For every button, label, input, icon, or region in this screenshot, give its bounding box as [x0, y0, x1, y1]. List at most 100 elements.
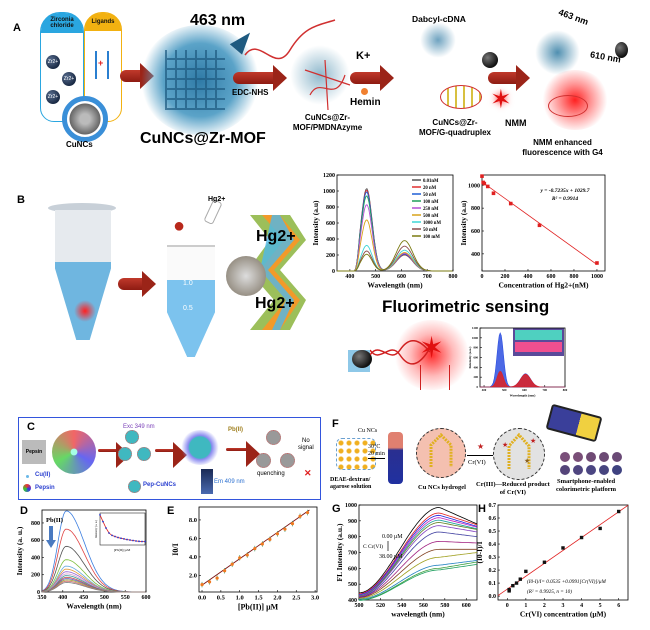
- data-point: [238, 556, 242, 560]
- panel-c-label: C: [27, 421, 35, 433]
- spectrum-line: [358, 519, 478, 596]
- pmdnazyme-label: CuNCs@Zr- MOF/PMDNAzyme: [292, 113, 363, 132]
- tube-cap-icon: [48, 203, 116, 213]
- y-tick-label: 200: [31, 573, 40, 579]
- annotation-end: 38.00 μM: [379, 554, 403, 560]
- pb-label: Pb(II): [228, 427, 243, 433]
- inset-point: [141, 540, 143, 543]
- x-tick-label: 400: [523, 274, 532, 280]
- x-tick-label: 500: [371, 274, 380, 280]
- hg-small-label: Hg2+: [208, 196, 226, 203]
- x-tick-label: 540: [397, 603, 406, 609]
- inset-point: [120, 537, 122, 540]
- y-tick-label: 700: [348, 551, 357, 557]
- x-tick-label: 3: [562, 603, 565, 609]
- data-point: [275, 532, 280, 536]
- cu-mof-icon: [535, 30, 580, 75]
- inset-frame: [99, 512, 146, 546]
- data-point: [485, 184, 490, 189]
- color-dot: [612, 452, 622, 462]
- data-point: [579, 535, 584, 540]
- y-tick-label: 400: [31, 555, 40, 561]
- panel-e-label: E: [167, 505, 175, 517]
- panel-a-label: A: [13, 22, 21, 34]
- sensing-title: Fluorimetric sensing: [382, 297, 550, 316]
- spectrum-line: [358, 506, 478, 594]
- inset-point: [105, 527, 107, 529]
- data-point: [514, 581, 519, 585]
- x-tick-label: 5: [599, 603, 602, 609]
- ligand-bar-icon: [107, 51, 109, 79]
- spectrum-line: [337, 240, 453, 272]
- data-point: [245, 553, 249, 557]
- inset-point: [114, 535, 116, 538]
- zr-ion-icon: Zr2+: [46, 90, 60, 104]
- fit-equation: (I0-I)/I= 0.0535 +0.0991[Cr(VI)]/μM: [527, 578, 606, 585]
- chart-d: 350 400 450 500 550 600 0 200 400 600 800 Wavelengt…: [15, 509, 151, 611]
- legend-label: 1000 nM: [423, 221, 441, 226]
- pink-cuvette: [515, 342, 562, 352]
- y-tick-label: 800: [471, 206, 480, 212]
- x-tick-label: 1000: [591, 274, 603, 280]
- plot-frame: [198, 506, 318, 593]
- y-tick-label: 0: [332, 269, 335, 275]
- y-axis-label: Intensity (a.u): [459, 200, 468, 246]
- data-point: [524, 569, 528, 574]
- dabcyl-quencher-icon: [482, 52, 498, 68]
- legend-label: 0.01nM: [423, 179, 439, 184]
- x-tick-label: 0: [506, 603, 509, 609]
- y-tick-label: 400: [471, 252, 480, 258]
- spectrum-line: [358, 531, 478, 598]
- panel-d-label: D: [20, 505, 28, 517]
- inset-y-label: Intensity (a. u.): [94, 520, 98, 538]
- pepsin-legend-icon: [23, 484, 31, 492]
- inset-fit-line: [99, 514, 145, 542]
- chart-b2: 0 200 400 600 800 10004006008001000Concentrat…: [459, 174, 606, 290]
- zirconia-label: Zirconia chloride: [41, 13, 83, 33]
- data-point: [518, 577, 522, 581]
- spectrum-line: [358, 561, 478, 601]
- y-tick-label: 400: [474, 365, 479, 369]
- svg-text:★: ★: [530, 437, 536, 445]
- y-tick-label: 2.0: [189, 573, 197, 580]
- chart-h: 0 1 2 3 4 5 6 0.0 0.1 0.2 0.3 0.4 0.5 0.6 0.7 Cr(VI) co…: [475, 503, 629, 619]
- solution-label: DEAE-dextran/ agarose solution: [330, 477, 372, 490]
- excitation-label: Exc 349 nm: [123, 424, 155, 430]
- y-tick-label: 0.5: [489, 529, 497, 535]
- down-arrow-icon: [46, 540, 56, 548]
- mof-label: CuNCs@Zr-MOF: [140, 130, 266, 147]
- legend-label: 250 nM: [423, 207, 439, 212]
- spectrum-line: [358, 540, 478, 598]
- hydrogel-vial-photo: [388, 432, 403, 484]
- x-tick-label: 1: [524, 603, 527, 609]
- y-tick-label: 0.0: [489, 594, 497, 600]
- inset-point: [111, 534, 113, 537]
- panel-f-label: F: [332, 418, 339, 430]
- x-tick-label: 2.0: [273, 595, 281, 602]
- inset-x-label: [Pb(II)] μM: [114, 548, 131, 552]
- spectrum-line: [358, 548, 477, 598]
- legend-label: 50 mM: [423, 228, 438, 233]
- chart-b1: 400 500 600 700 800 0 200 400 600 800 1000 1200 Wave…: [311, 173, 458, 290]
- ligand-bar-icon: [95, 51, 97, 79]
- x-tick-label: 800: [563, 388, 568, 392]
- y-tick-label: 200: [326, 253, 335, 259]
- x-tick-label: 600: [397, 274, 406, 280]
- pep-cuncs-icon: [137, 447, 151, 461]
- r-squared: R² = 0.9914: [551, 196, 579, 202]
- red-fluorescence-glow: [392, 320, 472, 390]
- hg-ion-label: Hg2+: [255, 295, 295, 312]
- color-dot: [560, 452, 570, 462]
- data-point: [200, 583, 204, 587]
- x-tick-label: 2.5: [292, 595, 301, 602]
- data-point: [482, 181, 487, 186]
- inset-point: [117, 536, 119, 539]
- reaction-arrow-icon: [467, 455, 493, 456]
- quenching-label: quenching: [257, 471, 285, 477]
- arrow-icon: [118, 271, 156, 297]
- x-tick-label: 2: [543, 603, 546, 609]
- x-axis-label: [Pb(II)] μM: [238, 603, 279, 612]
- y-tick-label: 0.2: [489, 568, 497, 574]
- legend-label: 500 nM: [423, 214, 439, 219]
